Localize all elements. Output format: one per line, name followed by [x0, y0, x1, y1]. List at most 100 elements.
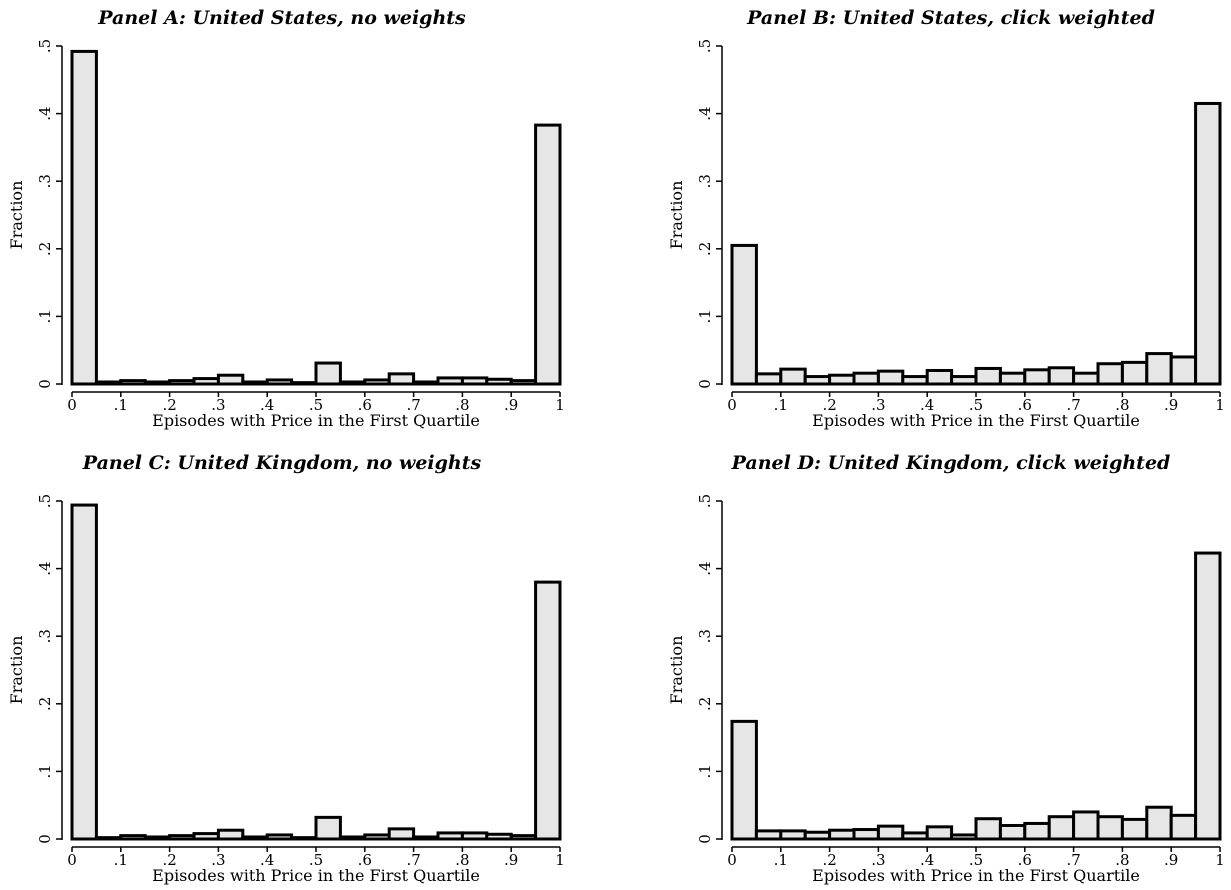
y-tick-label: .3 [696, 174, 714, 188]
histogram-bar [314, 815, 342, 841]
x-tick-label: .7 [406, 851, 420, 869]
histogram-bar [803, 830, 832, 841]
x-tick-label: .5 [969, 396, 983, 414]
y-tick-label: .2 [696, 697, 714, 711]
histogram-bar [1169, 813, 1198, 841]
y-tick-label: 0 [36, 834, 54, 844]
y-tick-label: .4 [696, 106, 714, 120]
x-tick-label: .2 [162, 851, 176, 869]
histogram-bar [265, 378, 294, 386]
x-tick-label: .9 [1164, 396, 1178, 414]
panel-title: Panel C: United Kingdom, no weights [82, 452, 482, 474]
histogram-bar [143, 835, 172, 841]
x-tick-label: .5 [309, 851, 323, 869]
histogram-bar [779, 829, 807, 841]
histogram-bar [168, 379, 196, 386]
y-tick-label: .4 [696, 561, 714, 575]
histogram-bar [70, 49, 98, 386]
x-tick-label: .8 [1115, 851, 1129, 869]
histogram-bar [265, 833, 294, 841]
x-tick-label: 0 [727, 396, 737, 414]
x-axis-label: Episodes with Price in the First Quartil… [152, 866, 480, 885]
histogram-bar [998, 371, 1027, 386]
x-tick-label: .3 [871, 851, 885, 869]
y-axis-label: Fraction [667, 636, 686, 705]
y-tick-label: .2 [36, 697, 54, 711]
x-tick-label: .5 [969, 851, 983, 869]
histogram-bar [730, 719, 758, 841]
y-tick-label: .5 [36, 39, 54, 53]
histogram-bar [876, 824, 905, 841]
histogram-bar [168, 834, 196, 841]
histogram-bar [509, 379, 538, 386]
y-tick-label: .5 [696, 494, 714, 508]
histogram-bar [143, 380, 172, 386]
x-tick-label: .6 [1018, 851, 1032, 869]
histogram-bar [779, 367, 807, 386]
histogram-bar [803, 375, 832, 386]
histogram-bar [192, 377, 220, 386]
x-axis-label: Episodes with Price in the First Quartil… [812, 411, 1140, 430]
histogram-bar [314, 361, 342, 386]
x-tick-label: .5 [309, 396, 323, 414]
histogram-bar [338, 835, 367, 841]
x-tick-label: .7 [1066, 396, 1080, 414]
y-tick-label: .3 [696, 629, 714, 643]
x-tick-label: 0 [67, 396, 77, 414]
y-tick-label: .1 [36, 309, 54, 323]
panel-a: Panel A: United States, no weights 0 .1 .2.… [0, 0, 615, 445]
x-tick-label: .9 [1164, 851, 1178, 869]
histogram-bar [828, 373, 856, 386]
histogram-bar [852, 828, 880, 841]
histogram-bar [1047, 815, 1076, 841]
histogram-bar [216, 373, 245, 386]
histogram-bar [534, 580, 562, 841]
x-tick-label: .9 [504, 851, 518, 869]
histogram-bar [412, 835, 440, 841]
y-tick-label: .4 [36, 106, 54, 120]
panel-b: Panel B: United States, click weighted 0.… [615, 0, 1230, 445]
histogram-bar [998, 823, 1027, 841]
y-tick-label: .1 [696, 309, 714, 323]
histogram-bar [754, 372, 783, 386]
x-tick-label: .4 [920, 851, 934, 869]
y-axis-label: Fraction [7, 636, 26, 705]
histogram-bar [460, 376, 489, 386]
y-tick-label: .2 [36, 242, 54, 256]
x-tick-label: 0 [67, 851, 77, 869]
histogram-bar [485, 377, 513, 386]
x-tick-label: .3 [211, 851, 225, 869]
histogram-bar [192, 832, 220, 841]
x-tick-label: .6 [1018, 396, 1032, 414]
histogram-bar [852, 371, 880, 386]
histogram-bar [460, 831, 489, 841]
x-tick-label: .2 [822, 851, 836, 869]
y-tick-label: 0 [36, 379, 54, 389]
y-tick-label: 0 [696, 379, 714, 389]
y-tick-label: .3 [36, 174, 54, 188]
histogram-bar [94, 836, 123, 841]
histogram-bar [925, 368, 954, 386]
x-tick-label: .3 [211, 396, 225, 414]
chart-panel-d: Panel D: United Kingdom, click weighted 0… [667, 452, 1225, 885]
histogram-bar [1023, 368, 1051, 386]
histogram-bar [1120, 817, 1149, 841]
x-tick-label: .6 [358, 396, 372, 414]
panel-c: Panel C: United Kingdom, no weights 0 .1 .2… [0, 445, 615, 890]
x-tick-label: .8 [1115, 396, 1129, 414]
chart-panel-c: Panel C: United Kingdom, no weights 0 .1 .2… [7, 452, 565, 885]
histogram-bar [1096, 815, 1124, 841]
x-tick-label: 0 [727, 851, 737, 869]
histogram-bar [216, 828, 245, 841]
histogram-bar [436, 831, 464, 841]
x-tick-label: .6 [358, 851, 372, 869]
histogram-bar [1145, 352, 1173, 386]
histogram-bar [387, 827, 416, 841]
x-tick-label: .9 [504, 396, 518, 414]
histogram-bar [387, 372, 416, 386]
x-tick-label: .3 [871, 396, 885, 414]
panel-title: Panel A: United States, no weights [97, 7, 466, 29]
x-axis-label: Episodes with Price in the First Quartil… [812, 866, 1140, 885]
histogram-bar [436, 376, 464, 386]
histogram-bar [241, 835, 269, 841]
